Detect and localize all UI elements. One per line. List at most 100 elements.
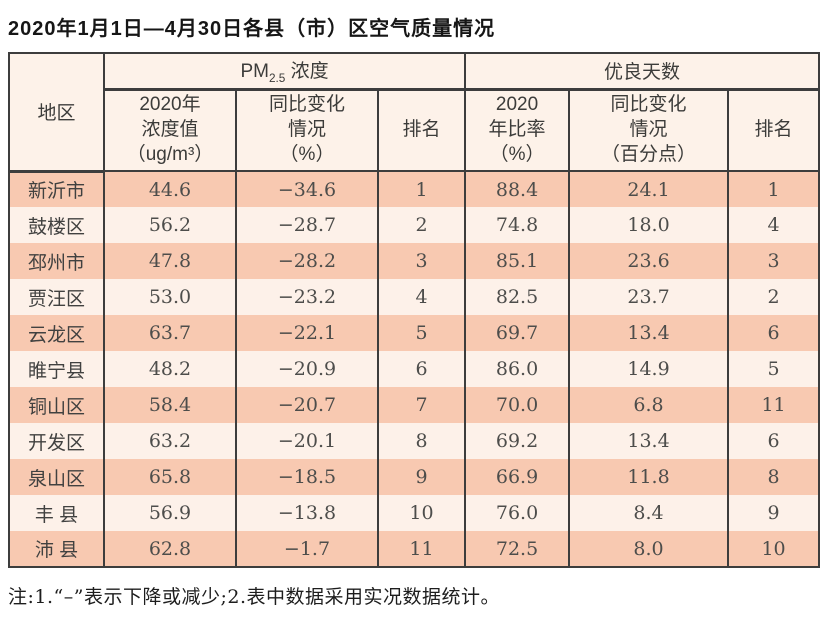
gd-change-cell: 6.8 [568, 387, 730, 423]
region-cell: 睢宁县 [8, 351, 105, 387]
gd-ratio-cell: 70.0 [464, 387, 571, 423]
column-header-pm-rank: 排名 [376, 89, 467, 172]
gd-change-cell: 23.6 [568, 243, 730, 279]
region-cell: 邳州市 [8, 243, 105, 279]
pm-change-cell: −34.6 [235, 171, 379, 207]
pm-value-cell: 62.8 [103, 531, 237, 567]
pm-change-cell: −20.1 [235, 423, 379, 459]
gd-ratio-cell: 76.0 [464, 495, 571, 531]
region-cell: 铜山区 [8, 387, 105, 423]
region-cell: 贾汪区 [8, 279, 105, 315]
pm-change-cell: −18.5 [235, 459, 379, 495]
table-row: 贾汪区 53.0 −23.2 4 82.5 23.7 2 [8, 279, 821, 315]
region-cell: 泉山区 [8, 459, 105, 495]
table-row: 睢宁县 48.2 −20.9 6 86.0 14.9 5 [8, 351, 821, 387]
gd-ratio-cell: 69.2 [464, 423, 571, 459]
header-group-row: 地区 PM2.5 浓度 优良天数 [8, 53, 821, 173]
gd-ratio-cell: 69.7 [464, 315, 571, 351]
pm-value-cell: 48.2 [103, 351, 237, 387]
gd-ratio-cell: 85.1 [464, 243, 571, 279]
gd-rank-cell: 5 [727, 351, 821, 387]
gd-ratio-cell: 82.5 [464, 279, 571, 315]
table-row: 丰 县 56.9 −13.8 10 76.0 8.4 9 [8, 495, 821, 531]
pm-rank-cell: 4 [376, 279, 467, 315]
region-cell: 新沂市 [8, 171, 105, 207]
pm25-subscript: 2.5 [268, 72, 286, 86]
pm-rank-cell: 10 [376, 495, 467, 531]
table-row: 新沂市 44.6 −34.6 1 88.4 24.1 1 [8, 171, 821, 207]
gd-change-cell: 13.4 [568, 315, 730, 351]
gd-rank-cell: 8 [727, 459, 821, 495]
gd-ratio-cell: 74.8 [464, 207, 571, 243]
pm-rank-cell: 8 [376, 423, 467, 459]
gd-ratio-cell: 66.9 [464, 459, 571, 495]
pm-value-cell: 65.8 [103, 459, 237, 495]
pm-change-cell: −13.8 [235, 495, 379, 531]
pm-change-cell: −28.7 [235, 207, 379, 243]
pm-rank-cell: 6 [376, 351, 467, 387]
region-cell: 沛 县 [8, 531, 105, 567]
pm-change-cell: −20.9 [235, 351, 379, 387]
page-title: 2020年1月1日—4月30日各县（市）区空气质量情况 [8, 18, 496, 40]
pm-value-cell: 63.7 [103, 315, 237, 351]
pm-rank-cell: 3 [376, 243, 467, 279]
table-row: 云龙区 63.7 −22.1 5 69.7 13.4 6 [8, 315, 821, 351]
table-row: 泉山区 65.8 −18.5 9 66.9 11.8 8 [8, 459, 821, 495]
table-row: 邳州市 47.8 −28.2 3 85.1 23.6 3 [8, 243, 821, 279]
gd-rank-cell: 3 [727, 243, 821, 279]
pm-rank-cell: 5 [376, 315, 467, 351]
pm-value-cell: 44.6 [103, 171, 237, 207]
table-row: 鼓楼区 56.2 −28.7 2 74.8 18.0 4 [8, 207, 821, 243]
pm-change-cell: −22.1 [235, 315, 379, 351]
gd-change-cell: 8.0 [568, 531, 730, 567]
column-group-pm25: PM2.5 浓度 [102, 53, 467, 91]
pm-value-cell: 56.9 [103, 495, 237, 531]
table-footnote: 注:1.“–”表示下降或减少;2.表中数据采用实况数据统计。 [8, 586, 500, 608]
gd-rank-cell: 1 [727, 171, 821, 207]
gd-change-cell: 14.9 [568, 351, 730, 387]
gd-change-cell: 8.4 [568, 495, 730, 531]
column-header-gd-change: 同比变化 情况 （百分点） [568, 89, 730, 172]
pm-rank-cell: 1 [376, 171, 467, 207]
region-cell: 开发区 [8, 423, 105, 459]
gd-change-cell: 23.7 [568, 279, 730, 315]
column-header-pm-change: 同比变化 情况 （%） [235, 89, 379, 172]
pm-rank-cell: 2 [376, 207, 467, 243]
region-cell: 云龙区 [8, 315, 105, 351]
pm-value-cell: 56.2 [103, 207, 237, 243]
pm25-label-suffix: 浓度 [285, 61, 329, 83]
pm-change-cell: −28.2 [235, 243, 379, 279]
column-header-gd-ratio: 2020 年比率 （%） [464, 89, 571, 172]
gd-rank-cell: 4 [727, 207, 821, 243]
table-row: 开发区 63.2 −20.1 8 69.2 13.4 6 [8, 423, 821, 459]
pm-change-cell: −1.7 [235, 531, 379, 567]
gd-change-cell: 11.8 [568, 459, 730, 495]
pm-rank-cell: 7 [376, 387, 467, 423]
table-row: 沛 县 62.8 −1.7 11 72.5 8.0 10 [8, 531, 821, 567]
column-group-good-days: 优良天数 [464, 53, 821, 91]
gd-rank-cell: 2 [727, 279, 821, 315]
pm-rank-cell: 9 [376, 459, 467, 495]
header-sub-row: 2020年 浓度值 （ug/m³） 同比变化 情况 （%） 排名 2020 年比… [9, 89, 821, 172]
gd-change-cell: 13.4 [568, 423, 730, 459]
gd-rank-cell: 6 [727, 423, 821, 459]
pm-change-cell: −23.2 [235, 279, 379, 315]
pm-change-cell: −20.7 [235, 387, 379, 423]
gd-change-cell: 24.1 [568, 171, 730, 207]
pm-rank-cell: 11 [376, 531, 467, 567]
region-cell: 丰 县 [8, 495, 105, 531]
column-header-gd-rank: 排名 [727, 89, 821, 172]
pm-value-cell: 63.2 [103, 423, 237, 459]
gd-rank-cell: 10 [727, 531, 821, 567]
gd-rank-cell: 9 [727, 495, 821, 531]
gd-rank-cell: 11 [727, 387, 821, 423]
pm-value-cell: 58.4 [103, 387, 237, 423]
pm25-label-prefix: PM [240, 61, 269, 83]
table-row: 铜山区 58.4 −20.7 7 70.0 6.8 11 [8, 387, 821, 423]
gd-ratio-cell: 86.0 [464, 351, 571, 387]
column-header-region: 地区 [8, 53, 105, 173]
gd-change-cell: 18.0 [568, 207, 730, 243]
gd-ratio-cell: 72.5 [464, 531, 571, 567]
air-quality-table: 地区 PM2.5 浓度 优良天数 2020年 浓度值 （ug/m³） 同比变化 … [8, 52, 821, 568]
region-cell: 鼓楼区 [8, 207, 105, 243]
